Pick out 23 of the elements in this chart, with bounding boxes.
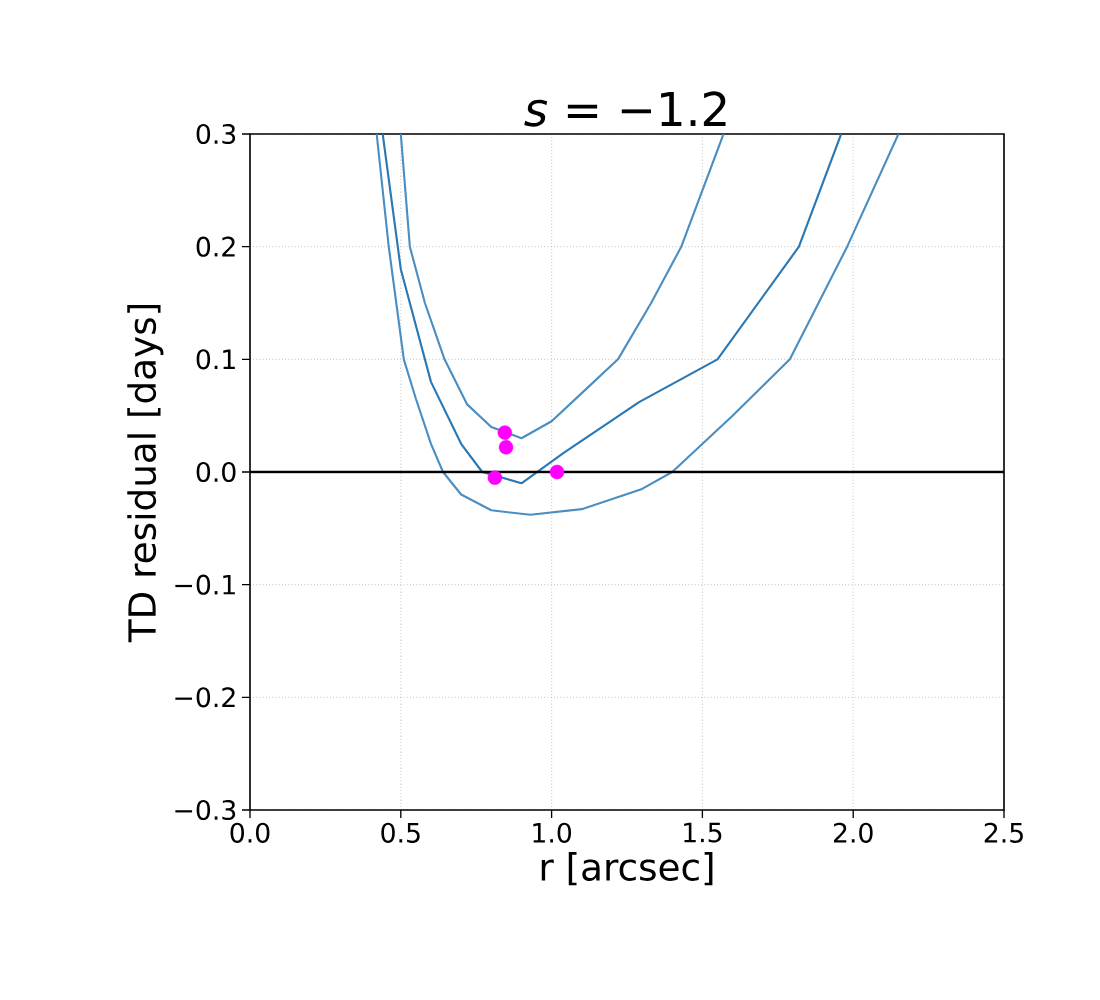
y-tick-label: 0.1 — [196, 349, 235, 370]
x-tick-label: 1.0 — [533, 822, 572, 843]
x-tick-label: 0.5 — [381, 822, 420, 843]
x-axis-title: r [arcsec] — [541, 852, 713, 886]
line-series — [381, 134, 843, 485]
y-tick-label: −0.3 — [175, 799, 236, 821]
y-tick-label: 0.0 — [196, 461, 236, 483]
chart-title: s = −1.2 — [524, 91, 726, 127]
point — [498, 440, 514, 455]
line-series — [375, 134, 900, 516]
x-tick-label: 0.0 — [230, 822, 270, 843]
y-tick-label: −0.2 — [175, 687, 235, 708]
x-tick-label: 2.5 — [984, 822, 1023, 843]
point — [497, 425, 513, 440]
y-tick-label: −0.1 — [175, 574, 235, 595]
point — [487, 470, 503, 485]
line-series — [399, 134, 725, 440]
y-tick-label: 0.2 — [196, 236, 235, 257]
x-tick-label: 1.5 — [684, 822, 722, 843]
point — [549, 464, 565, 480]
x-tick-label: 2.0 — [833, 822, 873, 843]
y-tick-label: 0.3 — [196, 123, 236, 145]
y-axis-title: TD residual [days] — [127, 304, 164, 643]
